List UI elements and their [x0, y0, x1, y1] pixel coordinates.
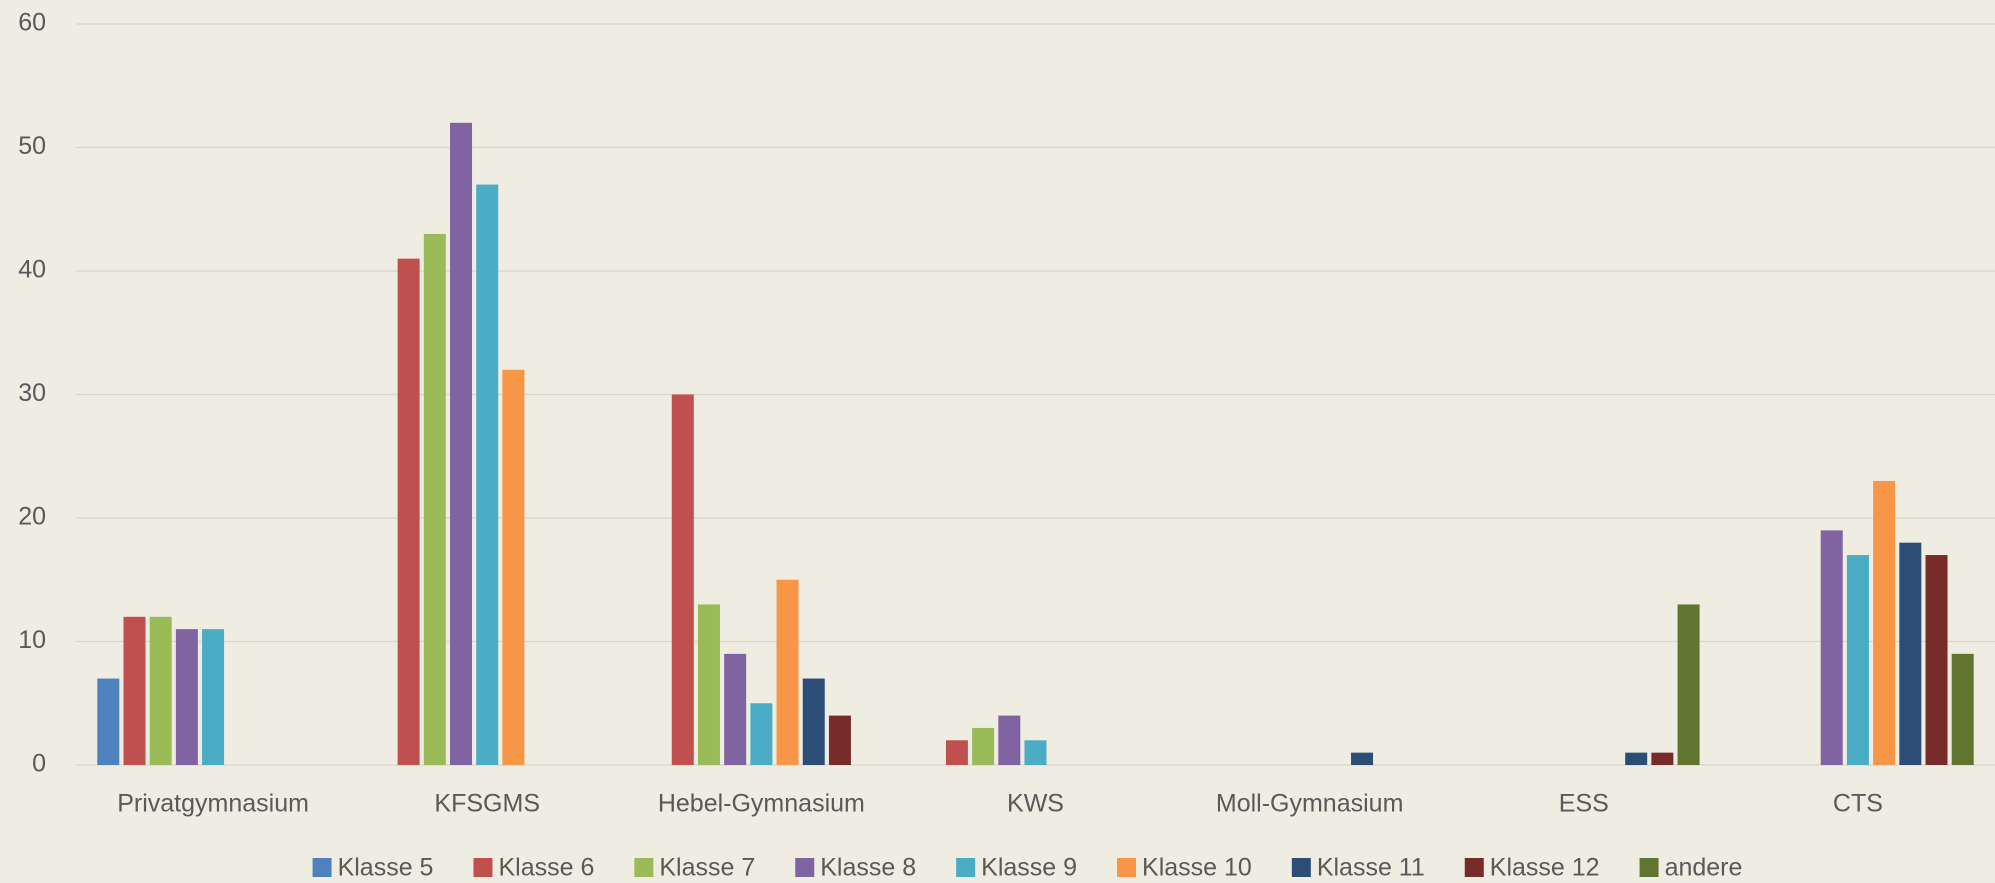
- x-tick-label: Hebel-Gymnasium: [658, 790, 865, 818]
- bar: [502, 369, 525, 765]
- legend-label: Klasse 5: [338, 854, 434, 882]
- bar: [1651, 752, 1674, 765]
- bar: [476, 184, 499, 766]
- y-tick-label: 40: [18, 256, 46, 284]
- legend-label: Klasse 7: [659, 854, 755, 882]
- y-tick-label: 20: [18, 503, 46, 531]
- legend-swatch: [1117, 858, 1137, 877]
- bar: [423, 233, 446, 765]
- legend-swatch: [1291, 858, 1311, 877]
- bar: [149, 616, 172, 765]
- x-tick-label: Privatgymnasium: [117, 790, 309, 818]
- x-tick-label: KWS: [1007, 790, 1064, 818]
- legend-label: Klasse 9: [981, 854, 1077, 882]
- legend-swatch: [634, 858, 654, 877]
- x-tick-label: KFSGMS: [434, 790, 540, 818]
- bar: [1846, 555, 1869, 765]
- y-tick-label: 30: [18, 379, 46, 407]
- legend-swatch: [956, 858, 976, 877]
- x-tick-label: Moll-Gymnasium: [1216, 790, 1404, 818]
- legend-swatch: [312, 858, 332, 877]
- bar: [1899, 542, 1922, 765]
- legend-swatch: [1639, 858, 1659, 877]
- legend-swatch: [1464, 858, 1484, 877]
- y-tick-label: 10: [18, 626, 46, 654]
- bar: [1625, 752, 1648, 765]
- x-tick-label: CTS: [1833, 790, 1883, 818]
- legend-label: Klasse 8: [820, 854, 916, 882]
- bar: [1873, 480, 1896, 765]
- y-tick-label: 60: [18, 9, 46, 37]
- legend-label: Klasse 12: [1490, 854, 1600, 882]
- legend-label: andere: [1665, 854, 1743, 882]
- bar: [972, 727, 995, 765]
- bar: [697, 604, 720, 765]
- bar: [1925, 555, 1948, 765]
- bar: [1820, 530, 1843, 765]
- bar: [175, 629, 198, 765]
- legend-swatch: [795, 858, 815, 877]
- bar: [123, 616, 146, 765]
- bar: [397, 258, 420, 765]
- legend-label: Klasse 6: [498, 854, 594, 882]
- bar: [724, 653, 747, 765]
- legend-swatch: [473, 858, 493, 877]
- y-tick-label: 0: [32, 750, 46, 778]
- bar: [750, 703, 773, 765]
- bar: [802, 678, 825, 765]
- legend-label: Klasse 11: [1317, 854, 1425, 882]
- bar: [97, 678, 120, 765]
- x-tick-label: ESS: [1559, 790, 1609, 818]
- bar: [1951, 653, 1974, 765]
- bar: [945, 740, 968, 765]
- bar: [776, 579, 799, 765]
- bar: [671, 394, 694, 765]
- legend-label: Klasse 10: [1142, 854, 1252, 882]
- bar: [450, 122, 473, 766]
- bar: [1351, 752, 1374, 765]
- bar: [998, 715, 1021, 765]
- bar: [1024, 740, 1047, 765]
- bar: [202, 629, 225, 765]
- bar: [828, 715, 851, 765]
- y-tick-label: 50: [18, 132, 46, 160]
- bar: [1677, 604, 1700, 765]
